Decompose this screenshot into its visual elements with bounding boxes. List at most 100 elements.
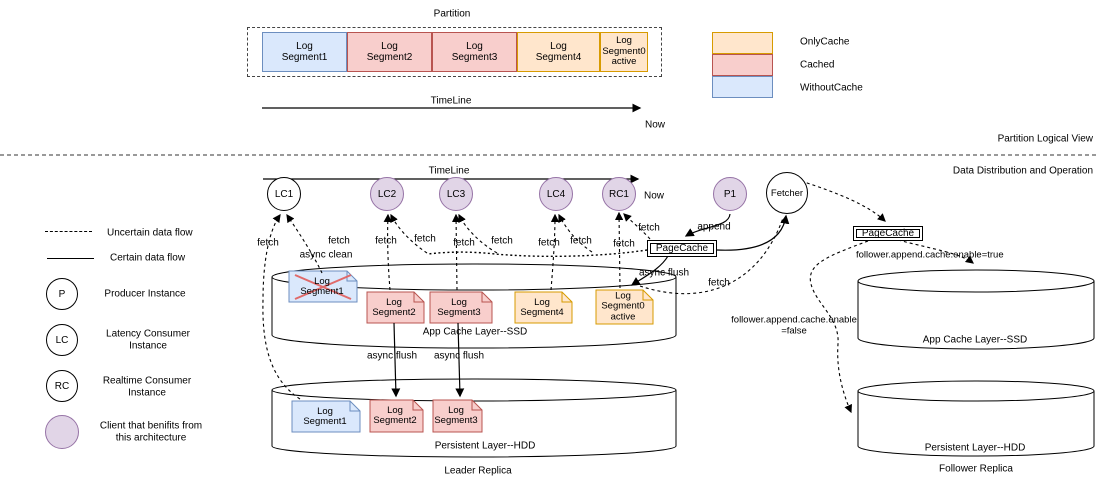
legend-swatch-withoutcache: [712, 76, 773, 98]
fetch-arrow-ssd4-lc4: [550, 213, 560, 291]
leader-replica-label: Leader Replica: [444, 465, 512, 477]
node-lc4: LC4: [539, 177, 573, 211]
leader-ssd-segment2-label: Log Segment2: [372, 296, 416, 318]
async-flush-label-pagecache: async flush: [638, 267, 690, 279]
uncertain-flow-label: Uncertain data flow: [107, 227, 193, 239]
append-arrow-p1-pagecache: [684, 213, 731, 237]
leader-ssd-segment0-file: [595, 289, 654, 325]
follower-pagecache-box: PageCache: [853, 226, 923, 241]
fetch-label-1: fetch: [257, 237, 279, 249]
fetch-arrow-hdd1-lc1: [262, 213, 301, 400]
fetch-trunk-pagecache: [427, 249, 648, 258]
legend-swatch-onlycache: [712, 32, 773, 54]
fetch-arrow-trunk-lc2: [390, 213, 428, 254]
async-flush-arrow-pagecache-segment0: [630, 255, 669, 286]
fetch-label-2: fetch: [328, 235, 350, 247]
leader-ssd-segment1-label: Log Segment1: [300, 275, 344, 297]
legend-latency-consumer-circle: LC: [46, 324, 78, 356]
fetch-arrow-ssd0-rc1: [614, 211, 624, 289]
async-flush-arrow-segment2: [391, 322, 401, 398]
legend-label-cached: Cached: [800, 59, 835, 71]
leader-hdd-segment2-file: [369, 399, 424, 433]
leader-hdd-layer-label: Persistent Layer--HDD: [434, 440, 536, 452]
fetch-arrow-trunk-lc4: [558, 213, 593, 253]
fetch-arrow-pagecache-rc1: [623, 213, 651, 240]
legend-producer-circle: P: [46, 278, 78, 310]
fetch-arrow-ssd-fetcher: [639, 217, 784, 295]
operation-timeline-label: TimeLine: [428, 165, 470, 177]
fetch-label-11: fetch: [708, 277, 730, 289]
leader-ssd-segment4-file: [514, 291, 573, 324]
certain-flow-line-sample: [47, 258, 94, 259]
deleted-cross-icon: [294, 274, 352, 300]
fetch-label-9: fetch: [613, 238, 635, 250]
fetch-label-8: fetch: [570, 235, 592, 247]
follower-ssd-layer-label: App Cache Layer--SSD: [922, 334, 1028, 346]
fetch-label-10: fetch: [638, 222, 660, 234]
follower-replica-label: Follower Replica: [939, 463, 1013, 475]
legend-swatch-cached: [712, 54, 773, 76]
leader-ssd-segment3-label: Log Segment3: [437, 296, 481, 318]
legend-realtime-consumer-label: Realtime Consumer Instance: [102, 375, 192, 399]
partition-title: Partition: [433, 8, 471, 20]
certain-flow-label: Certain data flow: [110, 252, 186, 264]
partition-segment-0-active: Log Segment0 active: [600, 32, 648, 72]
leader-ssd-segment3-file: [429, 291, 493, 324]
follower-hdd-cylinder: [857, 380, 1095, 457]
partition-box: [247, 27, 662, 77]
fetch-arrow-trunk-lc3: [458, 213, 498, 254]
async-flush-label-segment3: async flush: [433, 350, 485, 362]
leader-pagecache-box: PageCache: [647, 240, 717, 257]
node-lc1: LC1: [267, 177, 301, 211]
partition-segment-4: Log Segment4: [517, 32, 600, 72]
uncertain-flow-line-sample: [45, 231, 92, 232]
leader-hdd-segment1-label: Log Segment1: [303, 405, 347, 427]
partition-timeline-label: TimeLine: [430, 95, 472, 107]
fetch-arrow-ssd1-lc1: [286, 213, 323, 274]
leader-hdd-segment3-file: [432, 399, 483, 433]
fetch-label-6: fetch: [491, 235, 513, 247]
partition-segment-3: Log Segment3: [432, 32, 517, 72]
async-flush-arrow-segment3: [455, 322, 465, 398]
arrow-fetcher-follower-pagecache: [800, 180, 886, 222]
follower-enable-true-label: follower.append.cache.enable=true: [856, 249, 1004, 261]
legend-producer-label: Producer Instance: [104, 288, 186, 300]
partition-section-label: Partition Logical View: [997, 133, 1093, 145]
arrow-follower-pagecache-ssd-true: [897, 239, 974, 264]
operation-section-label: Data Distribution and Operation: [952, 165, 1093, 177]
leader-ssd-layer-label: App Cache Layer--SSD: [422, 326, 528, 338]
fetch-arrow-ssd2-lc2: [383, 213, 392, 291]
fetch-label-5: fetch: [453, 237, 475, 249]
follower-enable-false-label-line2: =false: [781, 325, 807, 337]
fetch-label-4: fetch: [414, 233, 436, 245]
legend-client-label: Client that benifits from this architect…: [99, 420, 203, 444]
node-fetcher: Fetcher: [766, 172, 808, 214]
legend-client-circle: [45, 415, 79, 449]
async-flush-label-segment2: async flush: [366, 350, 418, 362]
leader-ssd-segment4-label: Log Segment4: [520, 296, 564, 318]
legend-latency-consumer-label: Latency Consumer Instance: [106, 328, 190, 352]
node-p1: P1: [713, 177, 747, 211]
fetch-label-3: fetch: [375, 235, 397, 247]
arrow-follower-pagecache-hdd-false: [809, 240, 869, 414]
follower-hdd-layer-label: Persistent Layer--HDD: [924, 442, 1026, 454]
node-lc3: LC3: [439, 177, 473, 211]
partition-segment-1: Log Segment1: [262, 32, 347, 72]
leader-hdd-segment2-label: Log Segment2: [373, 404, 417, 426]
arrow-pagecache-fetcher: [716, 214, 790, 251]
follower-enable-false-label-line1: follower.append.cache.enable: [731, 314, 857, 326]
legend-label-withoutcache: WithoutCache: [800, 82, 863, 94]
legend-label-onlycache: OnlyCache: [800, 36, 850, 48]
leader-hdd-segment1-file: [291, 400, 361, 433]
operation-now-label: Now: [643, 190, 665, 202]
partition-segment-2: Log Segment2: [347, 32, 432, 72]
leader-ssd-segment2-file: [366, 291, 425, 324]
node-lc2: LC2: [370, 177, 404, 211]
node-rc1: RC1: [602, 177, 636, 211]
legend-realtime-consumer-circle: RC: [46, 370, 78, 402]
follower-ssd-cylinder: [857, 269, 1095, 350]
partition-now-label: Now: [644, 119, 666, 131]
fetch-label-7: fetch: [538, 237, 560, 249]
